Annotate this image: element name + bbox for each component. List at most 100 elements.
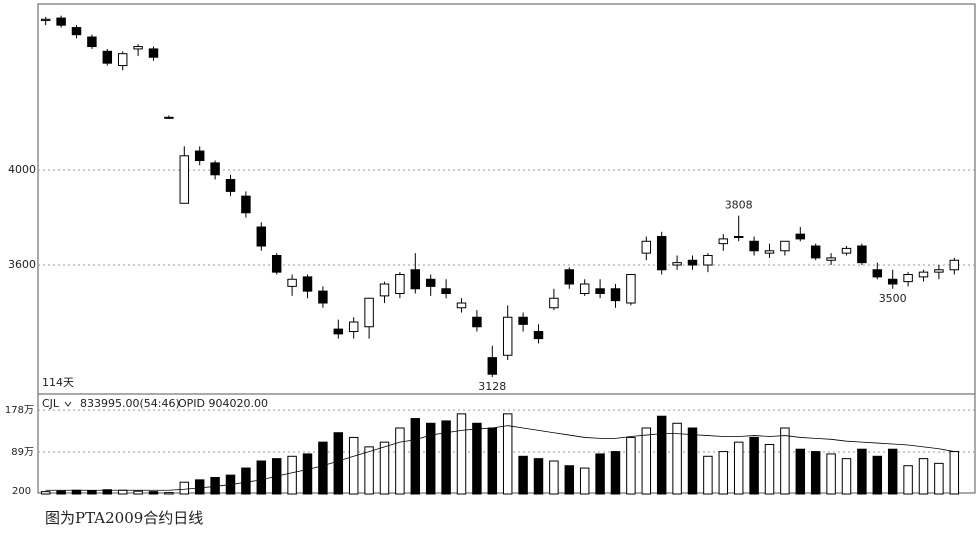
- candle-body: [595, 288, 605, 295]
- candle-body: [533, 330, 544, 340]
- volume-bar: [934, 462, 944, 495]
- candle-body: [857, 245, 867, 264]
- volume-bar: [518, 455, 528, 495]
- volume-bar: [595, 453, 605, 495]
- candle-body: [225, 179, 236, 192]
- candle-body: [487, 357, 498, 375]
- extreme-label: 3128: [478, 380, 506, 393]
- candle-body: [87, 36, 97, 48]
- volume-bar: [841, 458, 852, 495]
- candle-body: [102, 50, 113, 64]
- open-interest: OPID 904020.00: [178, 397, 268, 410]
- candle-body: [826, 257, 836, 261]
- volume-bar: [857, 448, 867, 495]
- candle-body: [903, 274, 913, 283]
- volume-bar: [718, 451, 729, 495]
- volume-bar: [333, 432, 344, 495]
- volume-name: CJL: [42, 397, 60, 410]
- candle-body: [148, 48, 159, 58]
- candle-body: [133, 46, 143, 50]
- candle-body: [764, 250, 775, 254]
- volume-bar: [887, 448, 898, 495]
- candle-body: [872, 269, 883, 278]
- volume-bar: [903, 465, 913, 495]
- candle-body: [703, 255, 713, 266]
- volume-corner: 200: [12, 486, 31, 497]
- volume-bar: [164, 492, 174, 495]
- candle-body: [271, 255, 282, 273]
- candle-body: [795, 233, 806, 240]
- candle-body: [179, 155, 190, 204]
- candle-body: [841, 247, 852, 254]
- volume-bar: [318, 441, 328, 495]
- volume-bar: [287, 455, 297, 495]
- y-tick-label: 89万: [11, 447, 34, 458]
- candle-body: [564, 269, 575, 285]
- volume-bar: [749, 436, 759, 495]
- volume-bar: [425, 422, 436, 495]
- volume-bar: [672, 422, 682, 495]
- volume-bar: [826, 453, 836, 495]
- candle-body: [56, 17, 66, 26]
- volume-bar: [780, 427, 790, 495]
- volume-bar: [364, 446, 374, 495]
- volume-bar: [810, 451, 821, 495]
- volume-bar: [241, 467, 251, 495]
- candle-body: [641, 240, 652, 254]
- volume-bar: [579, 467, 590, 495]
- volume-bar: [395, 427, 405, 495]
- volume-bar: [456, 413, 467, 495]
- candle-body: [656, 236, 667, 271]
- candle-body: [672, 262, 682, 266]
- caption: 图为PTA2009合约日线: [45, 509, 203, 527]
- volume-bar: [102, 489, 113, 495]
- candle-body: [71, 27, 82, 36]
- candle-body: [549, 297, 559, 309]
- candle-body: [241, 195, 251, 214]
- candle-body: [456, 302, 467, 309]
- candle-body: [287, 278, 297, 287]
- volume-bar: [379, 441, 390, 495]
- volume-bar: [610, 451, 621, 495]
- candle-body: [733, 236, 744, 239]
- candle-body: [502, 316, 513, 356]
- volume-bar: [256, 460, 267, 495]
- candle-body: [949, 259, 960, 271]
- extreme-label: 3500: [879, 292, 907, 305]
- candle-body: [194, 150, 205, 162]
- volume-bar: [764, 444, 775, 495]
- volume-bar: [133, 490, 143, 495]
- volume-bar: [549, 460, 559, 495]
- volume-bar: [703, 455, 713, 495]
- day-count: 114天: [42, 376, 74, 389]
- volume-bar: [872, 455, 883, 495]
- candle-body: [40, 18, 51, 21]
- candle-body: [318, 290, 328, 304]
- candle-body: [410, 269, 421, 290]
- volume-bar: [441, 420, 451, 495]
- volume-bar: [40, 491, 51, 495]
- volume-bar: [194, 479, 205, 495]
- candle-body: [379, 283, 390, 297]
- volume-bar: [179, 481, 190, 495]
- volume-bar: [302, 453, 313, 495]
- volume-bar: [117, 489, 128, 495]
- candle-body: [918, 271, 929, 278]
- volume-bar: [348, 436, 359, 495]
- extreme-label: 3808: [725, 199, 753, 212]
- candle-body: [117, 53, 128, 67]
- volume-bar: [656, 415, 667, 495]
- candle-body: [718, 238, 729, 245]
- candle-body: [626, 274, 636, 304]
- candle-body: [780, 240, 790, 252]
- y-tick-label: 3600: [8, 258, 36, 271]
- volume-bar: [687, 427, 698, 495]
- volume-bar: [641, 427, 652, 495]
- volume-bar: [564, 465, 575, 495]
- volume-bar: [626, 436, 636, 495]
- volume-ma-line: [45, 425, 955, 491]
- volume-bar: [795, 448, 806, 495]
- volume-bar: [472, 422, 482, 495]
